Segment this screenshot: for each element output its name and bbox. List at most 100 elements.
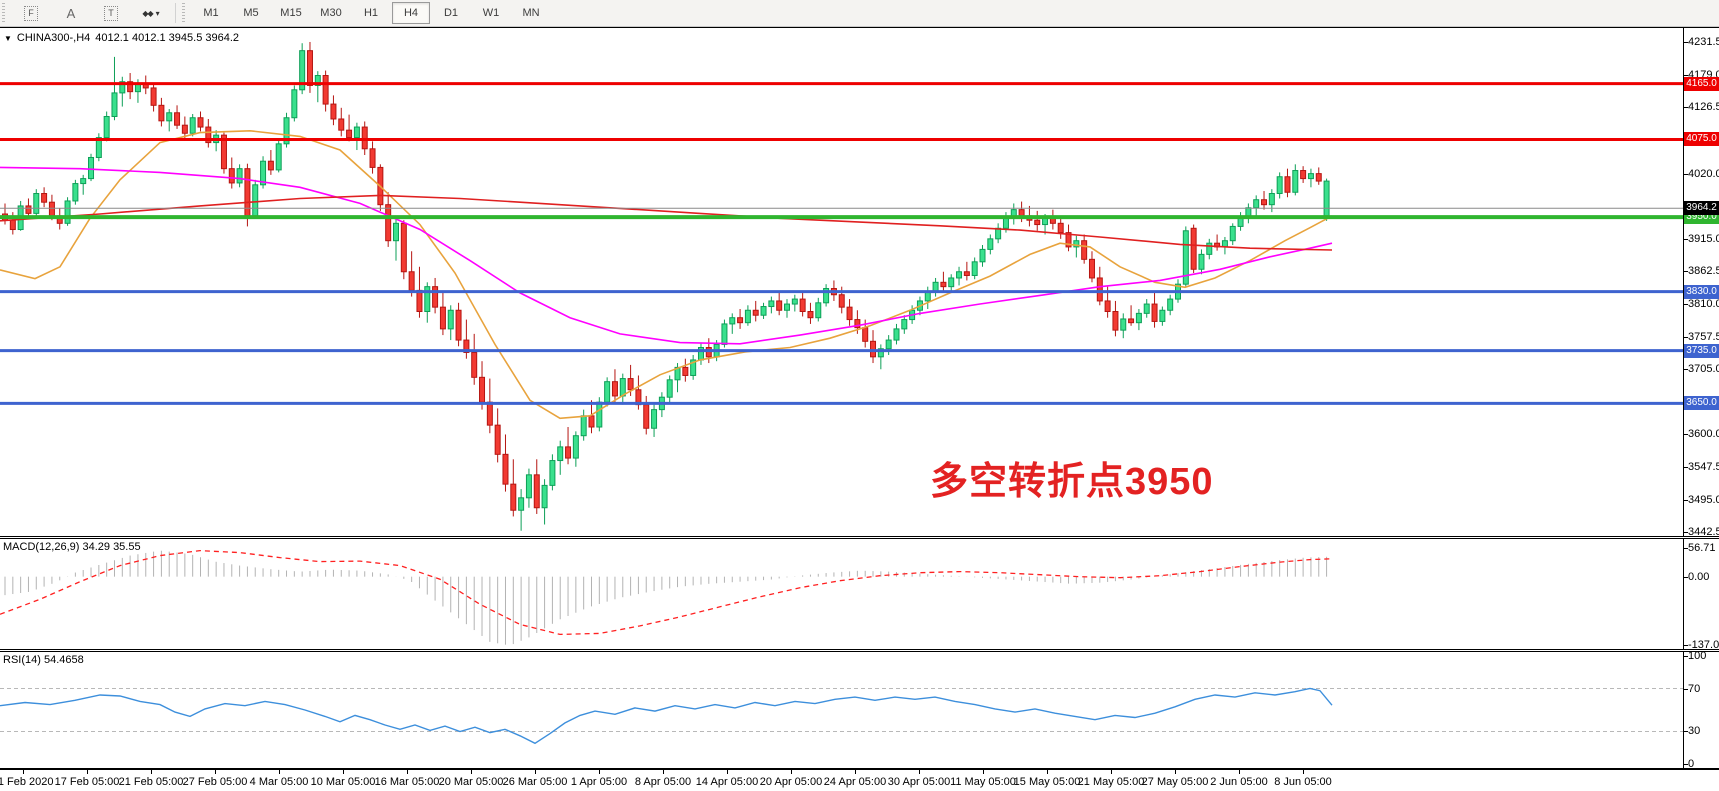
axis-tick-mark <box>1684 731 1688 733</box>
axis-tick-mark <box>1684 107 1688 109</box>
time-tick-label: 21 May 05:00 <box>1077 776 1145 788</box>
axis-tick-label: 3810.0 <box>1688 298 1719 311</box>
toolbar-grip[interactable] <box>2 3 9 23</box>
price-level-label: 3650.0 <box>1684 396 1719 411</box>
axis-tick-mark <box>1684 369 1688 371</box>
time-tick-label: 10 Mar 05:00 <box>310 776 376 788</box>
snap-grid-tool-icon: F <box>24 5 38 21</box>
label-tool-button[interactable]: T <box>92 2 130 24</box>
axis-tick-label: 3915.0 <box>1688 232 1719 245</box>
time-tick-label: 11 Feb 2020 <box>0 776 54 788</box>
timeframe-button-M5[interactable]: M5 <box>243 7 259 19</box>
time-tick-label: 15 May 05:00 <box>1013 776 1081 788</box>
time-tick-label: 20 Mar 05:00 <box>438 776 504 788</box>
price-level-label: 4075.0 <box>1684 132 1719 147</box>
time-tick-label: 14 Apr 05:00 <box>695 776 759 788</box>
timeframe-button-M30[interactable]: M30 <box>320 7 342 19</box>
drawing-tools-group: F A T ◆◆ ▾ <box>11 2 171 24</box>
axis-tick-label: 3705.0 <box>1688 363 1719 376</box>
dropdown-caret-icon: ▾ <box>155 8 160 18</box>
axis-tick-mark <box>1684 763 1688 765</box>
time-tick-mark <box>215 770 216 774</box>
text-tool-button[interactable]: A <box>52 2 90 24</box>
main-chart-panel[interactable]: ▼ CHINA300-,H4 4012.1 4012.1 3945.5 3964… <box>0 27 1719 538</box>
time-tick-label: 26 Mar 05:00 <box>502 776 568 788</box>
ma-magenta-line <box>0 166 1333 345</box>
ma-orange-line <box>0 129 1333 420</box>
time-tick-label: 1 Apr 05:00 <box>570 776 628 788</box>
label-tool-icon: T <box>104 5 118 21</box>
snap-grid-tool-button[interactable]: F <box>12 2 50 24</box>
time-tick-mark <box>151 770 152 774</box>
axis-tick-mark <box>1684 238 1688 240</box>
macd-histogram <box>4 550 1328 645</box>
axis-tick-mark <box>1684 173 1688 175</box>
macd-label: MACD(12,26,9) 34.29 35.55 <box>3 541 141 553</box>
axis-tick-mark <box>1684 336 1688 338</box>
candlestick-plot[interactable] <box>0 28 1684 536</box>
rsi-axis[interactable]: 100 70 30 0 <box>1683 650 1719 770</box>
time-tick-label: 30 Apr 05:00 <box>887 776 951 788</box>
objects-arrows-tool-icon: ◆◆ <box>142 8 153 18</box>
axis-tick-mark <box>1684 304 1688 306</box>
time-tick-mark <box>1111 770 1112 774</box>
symbol-ohlc: 4012.1 4012.1 3945.5 3964.2 <box>95 32 240 44</box>
macd-signal-line <box>0 549 1333 636</box>
timeframe-button-M1[interactable]: M1 <box>203 7 219 19</box>
chart-annotation-text: 多空转折点3950 <box>930 461 1214 503</box>
time-tick-mark <box>87 770 88 774</box>
time-tick-mark <box>343 770 344 774</box>
axis-tick-label: 3600.0 <box>1688 428 1719 441</box>
axis-tick-label: 4231.5 <box>1688 36 1719 49</box>
axis-tick-mark <box>1684 532 1688 534</box>
timeframe-button-D1[interactable]: D1 <box>443 7 459 19</box>
toolbar-separator <box>175 3 176 23</box>
price-level-label: 3830.0 <box>1684 284 1719 299</box>
axis-tick-label: 30 <box>1688 725 1701 738</box>
macd-plot[interactable] <box>0 539 1684 649</box>
toolbar-grip-2[interactable] <box>182 3 189 23</box>
rsi-plot[interactable] <box>0 652 1684 768</box>
objects-arrows-tool-button[interactable]: ◆◆ ▾ <box>132 2 170 24</box>
axis-tick-mark <box>1684 467 1688 469</box>
symbol-dropdown-icon[interactable]: ▼ <box>4 33 12 43</box>
time-tick-label: 27 May 05:00 <box>1141 776 1209 788</box>
timeframe-button-MN[interactable]: MN <box>522 7 540 19</box>
axis-tick-label: 3862.5 <box>1688 265 1719 278</box>
rsi-panel[interactable]: RSI(14) 54.4658 100 70 30 0 <box>0 650 1719 770</box>
time-tick-mark <box>663 770 664 774</box>
timeframe-button-H1[interactable]: H1 <box>363 7 379 19</box>
time-tick-mark <box>791 770 792 774</box>
time-tick-label: 8 Jun 05:00 <box>1274 776 1332 788</box>
timeframe-button-W1[interactable]: W1 <box>482 7 500 19</box>
time-tick-label: 4 Mar 05:00 <box>249 776 309 788</box>
macd-panel[interactable]: MACD(12,26,9) 34.29 35.55 56.71 0.00 -137.… <box>0 538 1719 652</box>
axis-tick-mark <box>1684 548 1688 550</box>
top-toolbar: F A T ◆◆ ▾ M1 M5 M15 M30 H1 H4 D1 W1 MN <box>0 0 1719 27</box>
axis-tick-label: 0 <box>1688 757 1695 770</box>
time-tick-mark <box>1303 770 1304 774</box>
price-axis[interactable]: 4231.5 4179.0 4126.5 4020.0 3915.0 3862.5 3810… <box>1683 28 1719 538</box>
time-tick-label: 16 Mar 05:00 <box>374 776 440 788</box>
axis-tick-label: -137.01 <box>1688 639 1719 652</box>
timeframe-button-M15[interactable]: M15 <box>280 7 302 19</box>
axis-tick-mark <box>1684 434 1688 436</box>
axis-tick-label: 3547.5 <box>1688 461 1719 474</box>
time-tick-mark <box>407 770 408 774</box>
macd-axis[interactable]: 56.71 0.00 -137.01 <box>1683 539 1719 652</box>
axis-tick-mark <box>1684 42 1688 44</box>
axis-tick-mark <box>1684 656 1688 658</box>
time-tick-mark <box>983 770 984 774</box>
time-tick-label: 24 Apr 05:00 <box>823 776 887 788</box>
timeframe-button-H4[interactable]: H4 <box>392 2 430 24</box>
time-tick-label: 20 Apr 05:00 <box>759 776 823 788</box>
price-level-label: 3735.0 <box>1684 343 1719 358</box>
time-tick-label: 17 Feb 05:00 <box>54 776 120 788</box>
axis-tick-mark <box>1684 74 1688 76</box>
time-tick-mark <box>919 770 920 774</box>
time-tick-label: 27 Feb 05:00 <box>182 776 248 788</box>
axis-tick-label: 100 <box>1688 650 1707 663</box>
text-tool-icon: A <box>66 5 76 21</box>
